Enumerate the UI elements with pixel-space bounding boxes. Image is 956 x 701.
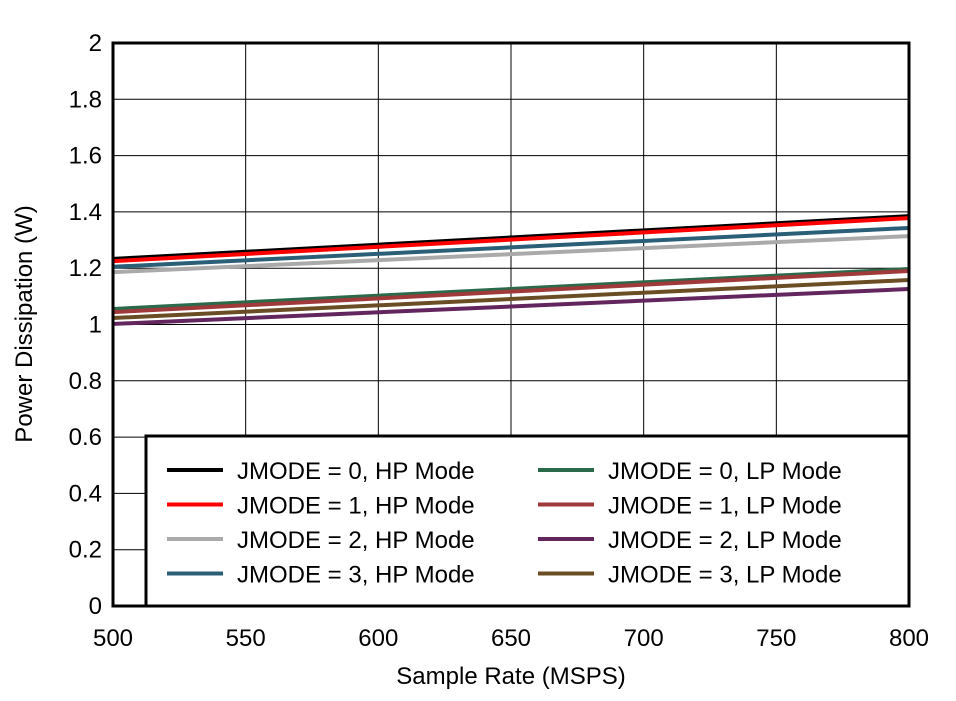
x-tick-label: 800 bbox=[889, 625, 929, 652]
legend-label: JMODE = 2, HP Mode bbox=[237, 527, 475, 554]
series-line-6 bbox=[112, 287, 910, 326]
legend: JMODE = 0, HP Mode JMODE = 1, HP Mode JMOD… bbox=[144, 434, 911, 608]
series-line-7 bbox=[112, 278, 910, 321]
y-tick-label: 1.6 bbox=[69, 143, 102, 170]
x-tick-label: 650 bbox=[491, 625, 531, 652]
series-line-2 bbox=[112, 234, 910, 275]
y-axis-label: Power Dissipation (W) bbox=[11, 205, 38, 442]
x-tick-label: 700 bbox=[624, 625, 664, 652]
legend-label: JMODE = 0, HP Mode bbox=[237, 458, 475, 485]
legend-label: JMODE = 0, LP Mode bbox=[608, 458, 842, 485]
legend-box bbox=[144, 434, 911, 608]
series-line-0 bbox=[112, 214, 910, 261]
series-line-1 bbox=[112, 216, 910, 264]
y-tick-label: 1 bbox=[89, 312, 102, 339]
series-lines bbox=[112, 214, 910, 326]
x-tick-label: 500 bbox=[93, 625, 133, 652]
series-line-5 bbox=[112, 269, 910, 315]
legend-label: JMODE = 3, HP Mode bbox=[237, 562, 475, 589]
x-tick-label: 550 bbox=[226, 625, 266, 652]
y-tick-label: 0 bbox=[89, 593, 102, 620]
x-axis-label: Sample Rate (MSPS) bbox=[396, 663, 625, 690]
x-tick-label: 750 bbox=[756, 625, 796, 652]
legend-label: JMODE = 3, LP Mode bbox=[608, 562, 842, 589]
legend-label: JMODE = 1, HP Mode bbox=[237, 493, 475, 520]
y-tick-label: 1.2 bbox=[69, 255, 102, 282]
series-line-4 bbox=[112, 267, 910, 312]
tick-labels: 500 550 600 650 700 750 800 0 0.2 0.4 0.6 0.8 1 1.2 1.… bbox=[69, 30, 929, 652]
y-tick-label: 0.8 bbox=[69, 368, 102, 395]
y-tick-label: 2 bbox=[89, 30, 102, 57]
legend-label: JMODE = 1, LP Mode bbox=[608, 493, 842, 520]
series-line-3 bbox=[112, 225, 910, 269]
legend-label: JMODE = 2, LP Mode bbox=[608, 527, 842, 554]
y-tick-label: 1.8 bbox=[69, 86, 102, 113]
y-tick-label: 0.4 bbox=[69, 480, 102, 507]
x-tick-label: 600 bbox=[358, 625, 398, 652]
y-tick-label: 0.2 bbox=[69, 537, 102, 564]
y-tick-label: 1.4 bbox=[69, 199, 102, 226]
y-tick-label: 0.6 bbox=[69, 424, 102, 451]
